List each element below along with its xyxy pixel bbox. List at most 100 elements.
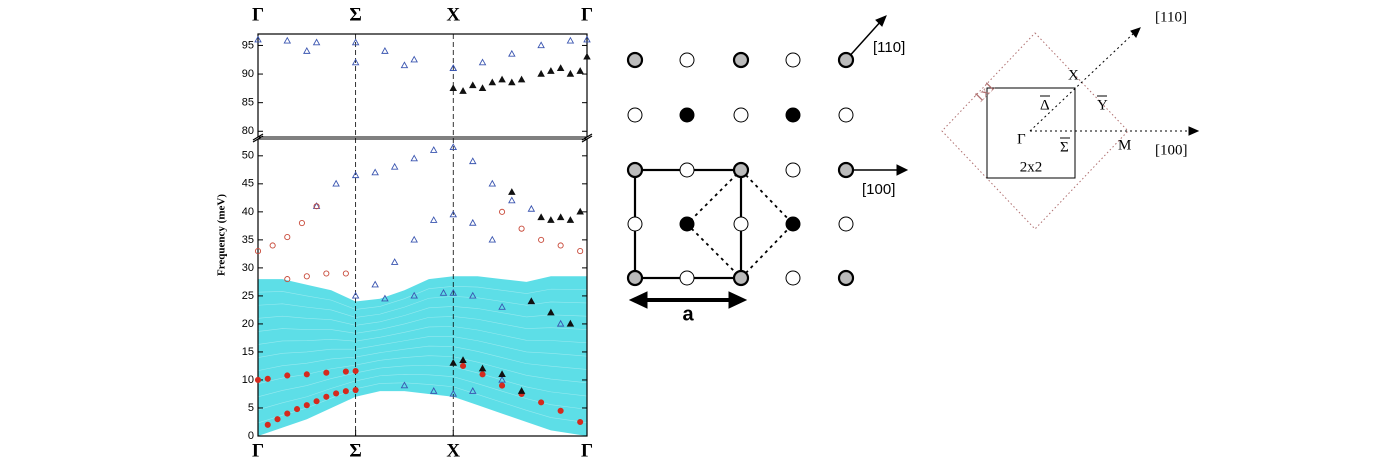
data-point [538, 236, 545, 243]
data-point [254, 35, 262, 43]
data-point [303, 371, 310, 378]
data-point [371, 168, 379, 176]
band-texture [257, 364, 588, 398]
atom [679, 107, 695, 123]
data-point [294, 406, 301, 413]
atom [785, 107, 801, 123]
y-tick-label: 50 [242, 150, 254, 162]
x-tick-label: Γ [581, 440, 593, 461]
arrow-head [1188, 126, 1200, 136]
arrow [845, 19, 883, 61]
y-tick-label: 30 [242, 262, 254, 274]
x-tick-label: Γ [252, 4, 264, 25]
data-point [352, 386, 359, 394]
data-point [527, 204, 536, 212]
band-texture [257, 316, 588, 334]
atom [733, 107, 749, 123]
data-point [449, 359, 458, 366]
data-point [313, 398, 320, 405]
data-point [479, 371, 486, 378]
atom [679, 216, 695, 232]
data-point [342, 270, 349, 277]
atom [837, 161, 855, 179]
data-point [410, 235, 418, 243]
atom [627, 107, 643, 123]
data-point [488, 78, 497, 86]
data-point [488, 235, 497, 243]
data-point [498, 302, 506, 310]
data-point [538, 399, 545, 406]
data-point [547, 216, 555, 223]
band-texture [257, 374, 588, 411]
data-point [508, 49, 516, 57]
data-point [469, 218, 477, 226]
data-point [566, 319, 575, 327]
data-point [351, 171, 360, 179]
band-texture [257, 336, 588, 358]
atom [627, 216, 643, 232]
data-point [381, 294, 389, 302]
y-tick-label: 90 [242, 68, 254, 80]
point-label: Σ [1060, 139, 1069, 155]
data-point [459, 356, 467, 363]
atom [626, 161, 644, 179]
data-point [313, 203, 320, 210]
band-texture [257, 382, 588, 424]
atom [785, 162, 801, 178]
data-point [498, 370, 506, 378]
atom [732, 161, 750, 179]
data-point [333, 390, 340, 397]
point-label: M [1118, 137, 1131, 153]
y-tick-label: 20 [242, 318, 254, 330]
point-label: X [1068, 67, 1079, 83]
data-point [557, 242, 564, 249]
data-point [547, 308, 555, 316]
data-point [254, 376, 262, 384]
data-point [303, 47, 311, 54]
data-point [498, 375, 506, 383]
data-point [351, 291, 360, 299]
data-point [351, 38, 360, 46]
arrow-head [1130, 27, 1141, 38]
data-point [390, 162, 399, 170]
atom [785, 52, 801, 68]
x-tick-label: X [446, 440, 460, 461]
data-point [566, 36, 575, 44]
data-point [498, 75, 506, 83]
x-tick-label: Γ [252, 440, 264, 461]
band-texture [257, 296, 588, 318]
band-texture [257, 306, 588, 326]
y-tick-label: 10 [242, 374, 254, 386]
data-point [449, 143, 458, 151]
data-point [537, 69, 545, 77]
data-point [410, 154, 418, 162]
data-point [449, 210, 458, 218]
atom [626, 269, 644, 287]
data-point [284, 410, 291, 417]
data-point [332, 179, 340, 187]
data-point [390, 258, 399, 265]
data-point [284, 276, 291, 283]
plot-frame [257, 33, 588, 437]
arrow-head [728, 291, 748, 309]
data-point [488, 179, 497, 187]
data-point [556, 213, 565, 221]
data-point [499, 382, 506, 389]
data-point [381, 47, 389, 54]
data-point [547, 67, 555, 74]
data-point [527, 297, 536, 305]
data-point [478, 84, 487, 92]
arrow-head [628, 291, 648, 309]
data-point [298, 220, 305, 227]
data-point [459, 362, 467, 370]
bulk-band [258, 276, 587, 436]
data-point [264, 375, 271, 382]
atom [732, 269, 750, 287]
x-tick-label: Γ [581, 4, 593, 25]
atom [785, 270, 801, 286]
data-point [429, 216, 438, 223]
data-point [323, 393, 330, 400]
data-point [351, 58, 360, 66]
data-point [537, 213, 545, 221]
